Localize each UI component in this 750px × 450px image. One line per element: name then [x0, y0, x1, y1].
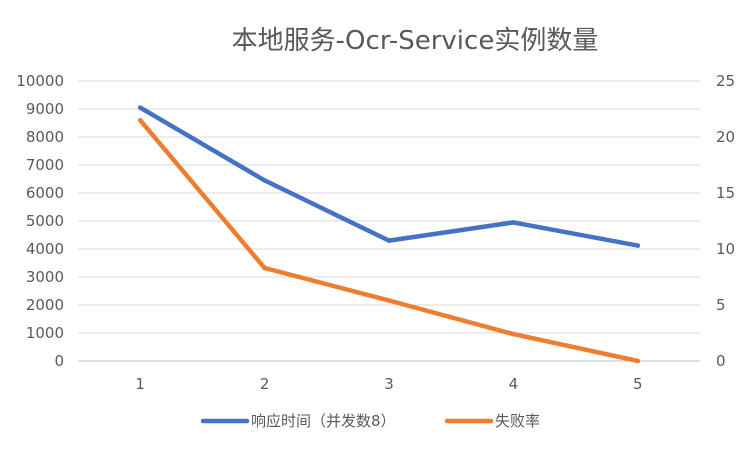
data-point	[635, 243, 641, 248]
left-y-tick-label: 5000	[26, 212, 64, 230]
right-y-tick-label: 15	[716, 184, 735, 202]
data-point	[511, 331, 516, 337]
right-y-tick-label: 20	[716, 128, 735, 146]
data-point	[262, 178, 267, 183]
x-tick-label: 2	[260, 375, 270, 393]
data-point	[386, 238, 392, 243]
left-y-tick-label: 8000	[26, 128, 64, 146]
data-point	[137, 117, 143, 123]
left-y-tick-label: 7000	[26, 156, 64, 174]
data-point	[137, 105, 143, 110]
gridlines	[78, 80, 700, 362]
right-y-tick-label: 5	[716, 296, 726, 314]
right-y-tick-label: 0	[716, 352, 726, 370]
data-point	[262, 265, 267, 271]
left-y-tick-label: 6000	[26, 184, 64, 202]
left-y-tick-label: 9000	[26, 100, 64, 118]
right-y-tick-label: 10	[716, 240, 735, 258]
left-y-tick-label: 3000	[26, 268, 64, 286]
right-y-tick-label: 25	[716, 72, 735, 90]
left-y-tick-label: 4000	[26, 240, 64, 258]
x-tick-label: 1	[135, 375, 145, 393]
left-y-axis: 0 1000 2000 3000 4000 5000 6000 7000 8000 9000 100…	[16, 72, 64, 370]
left-y-tick-label: 2000	[26, 296, 64, 314]
series-layer	[137, 105, 641, 364]
left-y-tick-label: 1000	[26, 324, 64, 342]
legend-label-2: 失败率	[495, 412, 540, 430]
x-tick-label: 3	[384, 375, 394, 393]
series-line-1	[137, 105, 641, 248]
data-point	[511, 220, 516, 225]
data-point	[635, 358, 641, 364]
x-axis: 1 2 3 4 5	[135, 375, 642, 393]
left-y-tick-label: 0	[54, 352, 64, 370]
legend-label-1: 响应时间（并发数8）	[251, 412, 396, 430]
data-point	[386, 298, 392, 303]
left-y-tick-label: 10000	[16, 72, 64, 90]
legend: 响应时间（并发数8） 失败率	[200, 412, 540, 430]
x-tick-label: 5	[633, 375, 643, 393]
chart-title: 本地服务-Ocr-Service实例数量	[232, 26, 599, 56]
x-tick-label: 4	[509, 375, 519, 393]
right-y-axis: 0 5 10 15 20 25	[716, 72, 735, 370]
